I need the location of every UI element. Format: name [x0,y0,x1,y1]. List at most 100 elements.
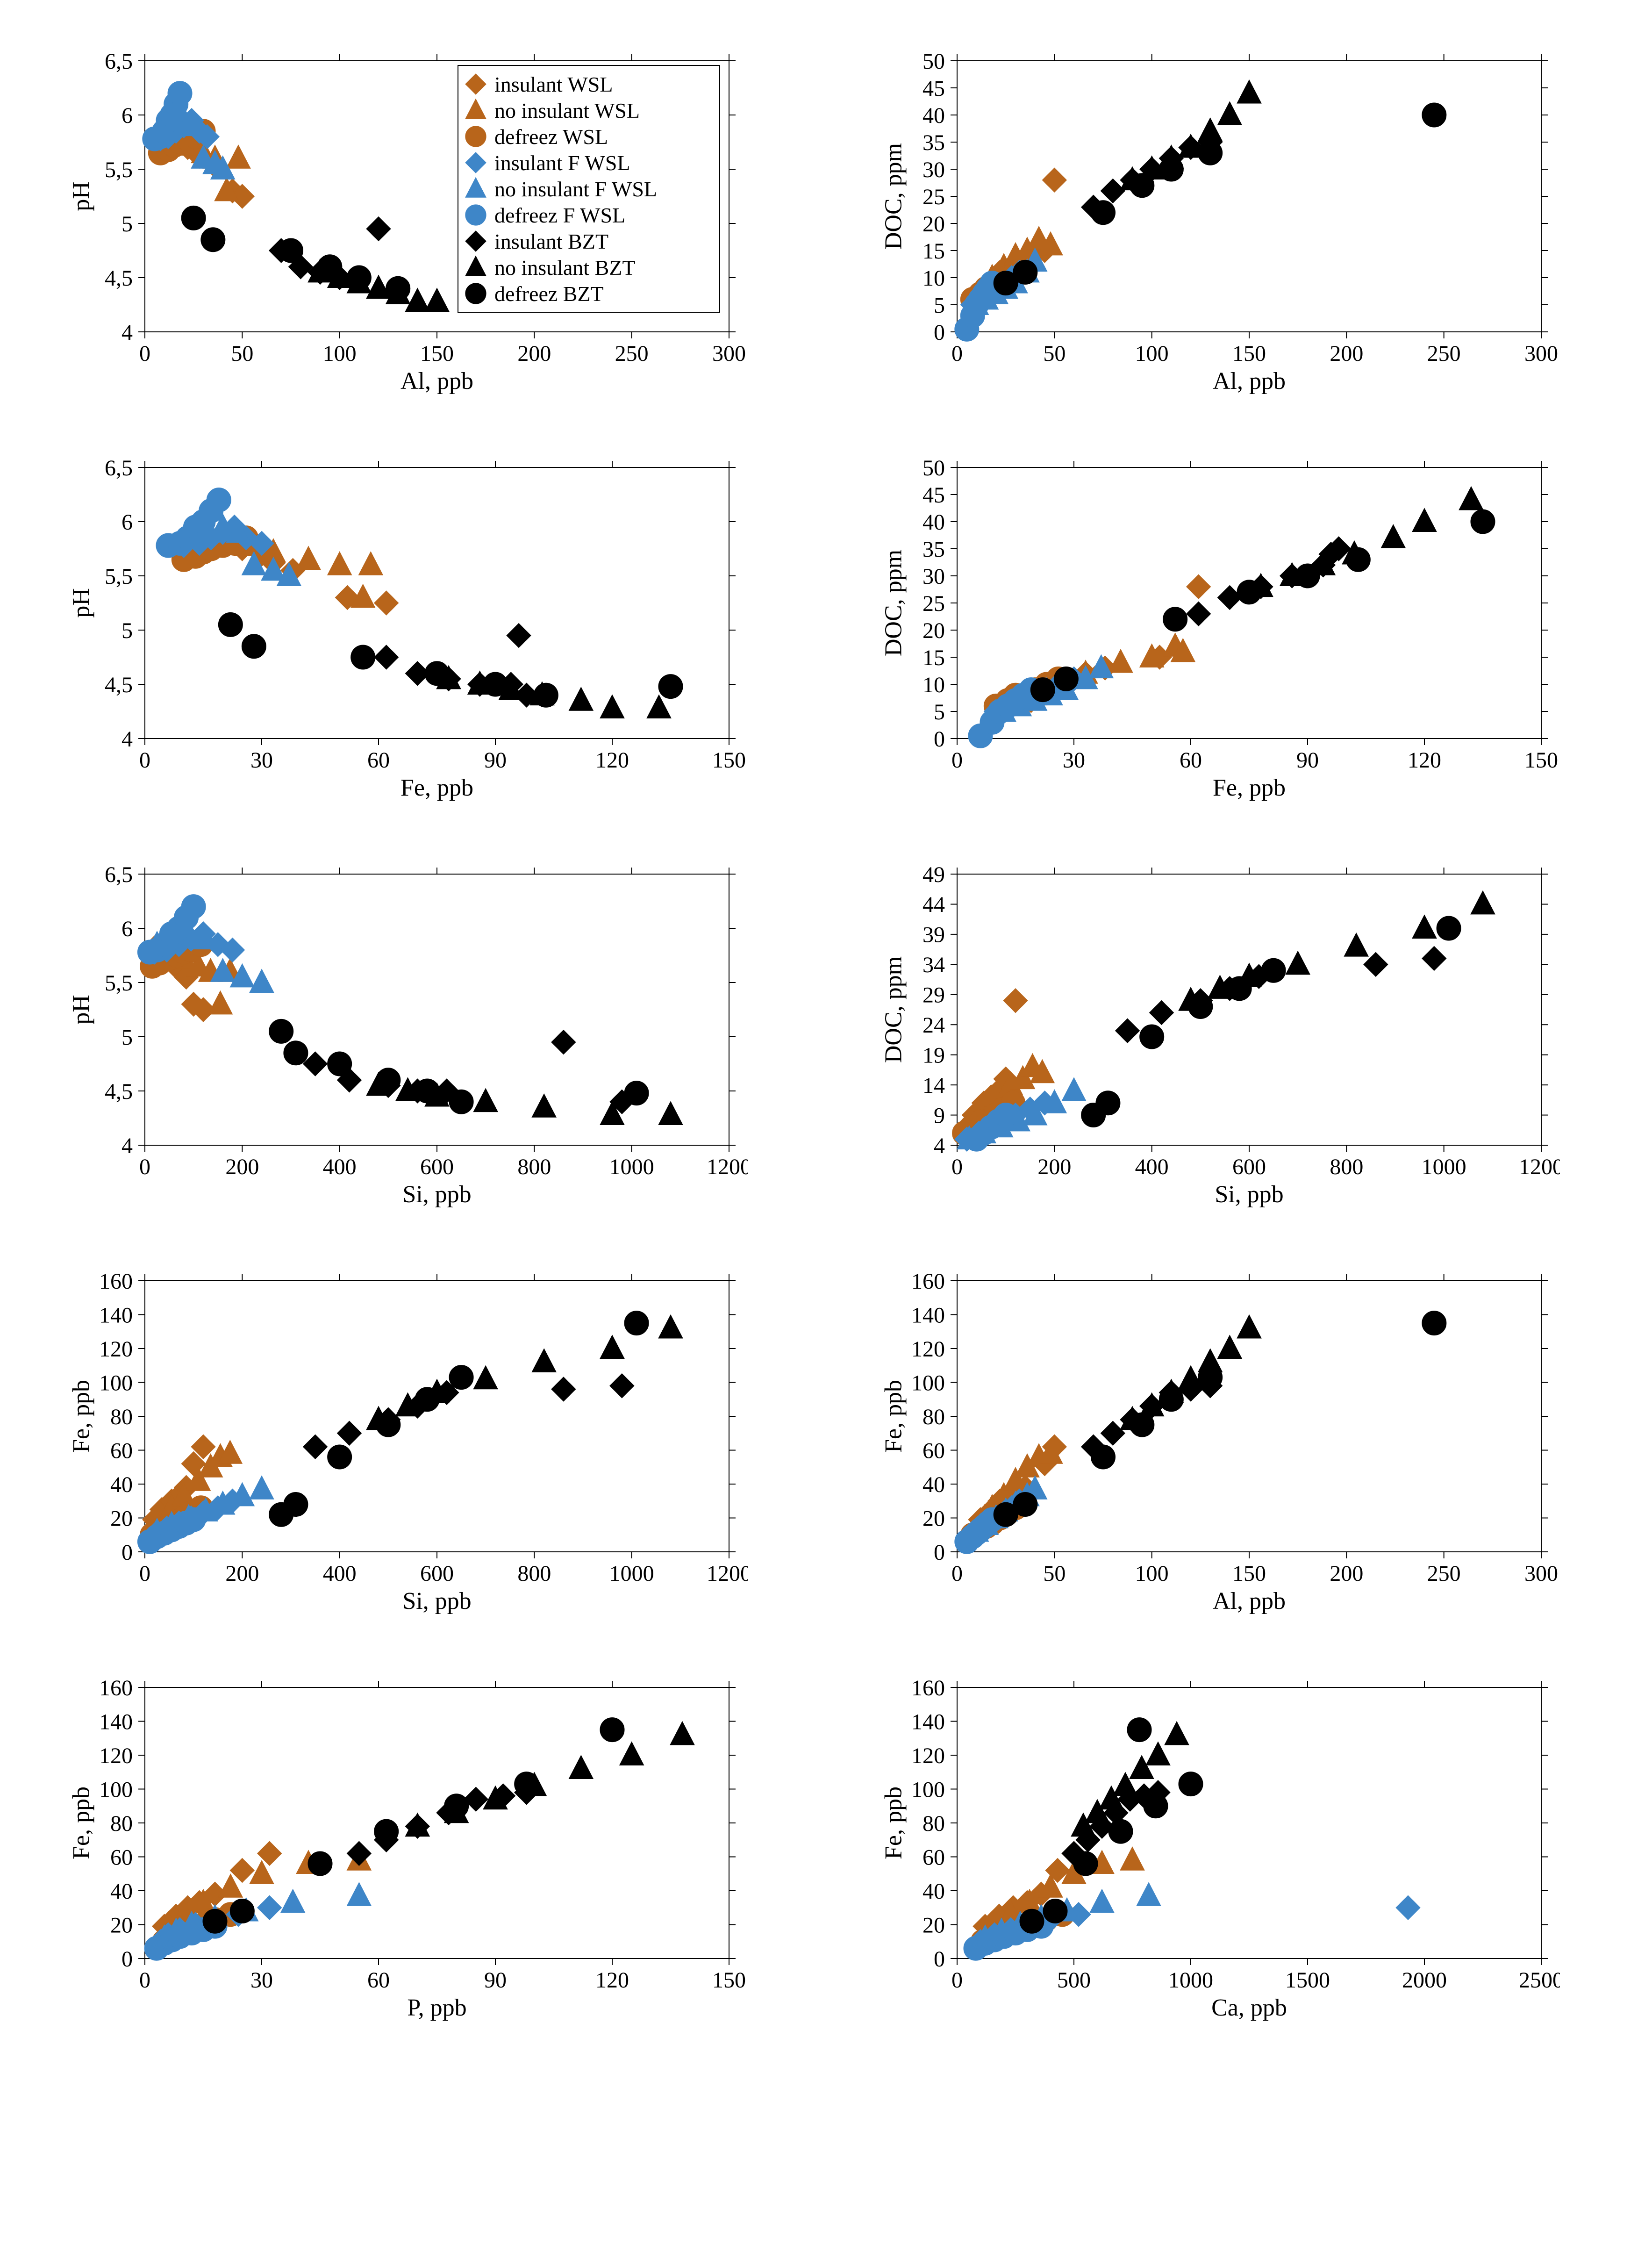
svg-text:200: 200 [1037,1155,1071,1179]
svg-text:1000: 1000 [1421,1155,1466,1179]
svg-text:50: 50 [231,341,253,366]
svg-text:0: 0 [951,1968,963,1993]
svg-text:44: 44 [923,892,945,917]
svg-text:DOC, ppm: DOC, ppm [880,550,907,656]
svg-text:0: 0 [934,727,945,752]
svg-text:200: 200 [225,1155,259,1179]
data-point [203,1909,227,1933]
scatter-chart: 0200400600800100012000204060801001201401… [56,1267,748,1622]
svg-text:40: 40 [923,103,945,128]
data-point [449,1365,473,1390]
data-point [1127,1718,1151,1742]
data-point [515,1772,539,1796]
svg-text:20: 20 [923,618,945,643]
svg-text:6,5: 6,5 [105,49,133,74]
scatter-chart: 05010015020025030005101520253035404550Al… [868,47,1560,402]
svg-text:2500: 2500 [1519,1968,1560,1993]
svg-text:60: 60 [923,1845,945,1870]
data-point [284,1041,308,1065]
svg-text:160: 160 [99,1676,133,1700]
svg-text:Ca, ppb: Ca, ppb [1211,1994,1287,2021]
svg-text:0: 0 [951,1561,963,1586]
svg-text:9: 9 [934,1103,945,1128]
scatter-chart: 05010015020025030044,555,566,5Al, ppbpHi… [56,47,748,402]
data-point [181,206,206,230]
svg-text:80: 80 [923,1405,945,1429]
svg-text:20: 20 [923,1913,945,1937]
data-point [1159,1387,1183,1412]
data-point [308,1851,332,1876]
svg-text:40: 40 [923,510,945,535]
svg-text:1000: 1000 [609,1561,654,1586]
svg-text:insulant F WSL: insulant F WSL [494,151,630,175]
svg-text:Fe, ppb: Fe, ppb [68,1380,94,1453]
svg-text:40: 40 [110,1472,133,1497]
svg-text:5: 5 [122,212,133,237]
data-point [318,255,342,279]
data-point [386,276,410,301]
data-point [1013,1492,1037,1517]
data-point [1227,976,1252,1001]
svg-text:Al, ppb: Al, ppb [1213,1588,1286,1614]
data-point [444,1794,469,1818]
data-point [1261,958,1286,983]
data-point [1237,580,1261,604]
svg-text:0: 0 [951,341,963,366]
svg-text:DOC, ppm: DOC, ppm [880,143,907,250]
svg-text:Fe, ppb: Fe, ppb [880,1380,907,1453]
data-point [374,1819,399,1844]
svg-text:120: 120 [99,1337,133,1362]
data-point [624,1081,649,1105]
data-point [351,645,375,669]
svg-text:60: 60 [110,1438,133,1463]
data-point [218,612,243,637]
svg-text:120: 120 [595,748,629,773]
svg-text:1000: 1000 [609,1155,654,1179]
data-point [994,1103,1018,1127]
data-point [242,634,266,659]
svg-text:400: 400 [323,1561,357,1586]
svg-text:5: 5 [122,618,133,643]
svg-text:20: 20 [923,1506,945,1531]
data-point [600,1718,624,1742]
data-point [328,1445,352,1469]
svg-text:49: 49 [923,862,945,887]
scatter-chart: 030609012015005101520253035404550Fe, ppb… [868,453,1560,809]
chart-c5: 020040060080010001200491419242934394449S… [868,860,1596,1215]
data-point [658,674,683,699]
svg-text:pH: pH [68,588,94,618]
svg-text:30: 30 [923,158,945,182]
svg-text:200: 200 [225,1561,259,1586]
svg-text:45: 45 [923,483,945,508]
svg-text:160: 160 [911,1269,945,1294]
svg-text:150: 150 [712,748,746,773]
svg-text:80: 80 [923,1811,945,1836]
svg-text:0: 0 [139,341,150,366]
svg-text:150: 150 [1232,1561,1266,1586]
svg-text:35: 35 [923,537,945,562]
svg-text:5,5: 5,5 [105,971,133,996]
svg-text:0: 0 [139,1155,150,1179]
svg-text:DOC, ppm: DOC, ppm [880,956,907,1063]
svg-text:100: 100 [911,1777,945,1802]
chart-c2: 030609012015044,555,566,5Fe, ppbpH [56,453,784,809]
scatter-chart: 02004006008001000120044,555,566,5Si, ppb… [56,860,748,1215]
svg-text:400: 400 [323,1155,357,1179]
svg-text:90: 90 [1296,748,1319,773]
data-point [181,895,206,919]
svg-text:150: 150 [1524,748,1558,773]
svg-text:insulant BZT: insulant BZT [494,230,608,253]
svg-text:34: 34 [923,953,945,977]
svg-text:35: 35 [923,130,945,155]
svg-text:30: 30 [250,748,273,773]
svg-text:6: 6 [122,917,133,941]
svg-text:Fe, ppb: Fe, ppb [68,1786,94,1859]
svg-text:Fe, ppb: Fe, ppb [1213,775,1286,801]
svg-text:10: 10 [923,673,945,697]
svg-text:0: 0 [934,320,945,345]
data-point [328,1052,352,1076]
svg-text:Al, ppb: Al, ppb [1213,368,1286,395]
svg-text:0: 0 [139,1968,150,1993]
data-point [1159,157,1183,181]
svg-text:40: 40 [923,1472,945,1497]
